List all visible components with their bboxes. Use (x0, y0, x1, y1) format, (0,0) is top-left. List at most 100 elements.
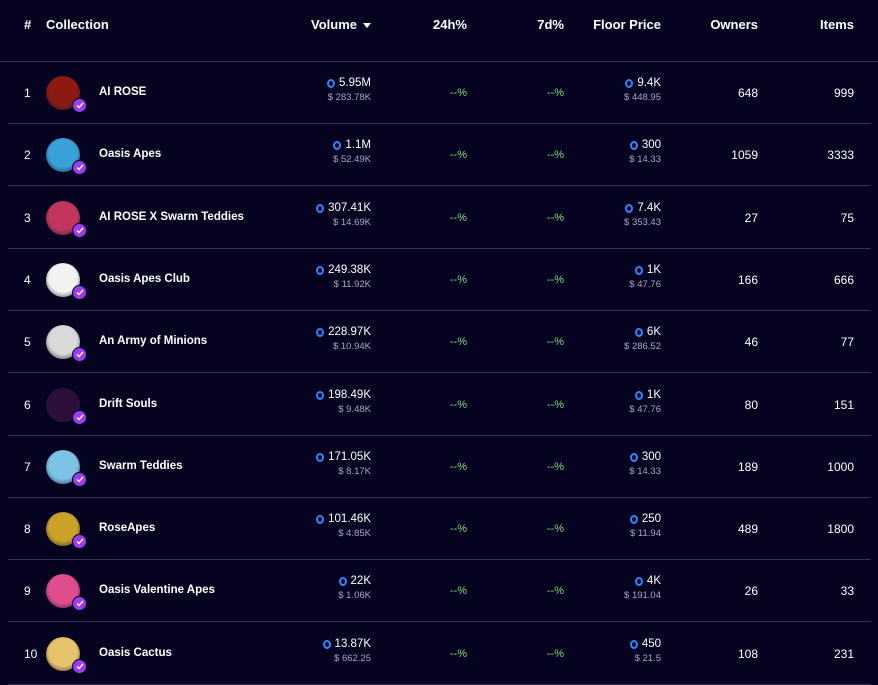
collection-name[interactable]: Oasis Valentine Apes (99, 584, 215, 597)
volume-value: 101.46K (328, 513, 371, 526)
volume-value: 228.97K (328, 326, 371, 339)
collection-name[interactable]: Oasis Apes (99, 148, 162, 161)
table-header: # Collection Volume 24h% 7d% Floor Price… (0, 0, 878, 62)
volume-cell: 307.41K $ 14.69K (316, 202, 371, 228)
owners-count: 26 (744, 584, 758, 599)
floor-price-cell: 1K $ 47.76 (629, 264, 661, 290)
change-7d: --% (546, 585, 564, 598)
rose-coin-icon (322, 639, 331, 649)
floor-usd: $ 286.52 (624, 341, 661, 353)
collection-name[interactable]: Drift Souls (99, 397, 158, 410)
sort-desc-icon (363, 23, 371, 29)
volume-cell: 171.05K $ 8.17K (316, 451, 371, 477)
change-7d: --% (546, 460, 564, 473)
floor-value: 300 (641, 450, 661, 463)
verified-badge-icon (72, 347, 87, 363)
verified-badge-icon (72, 409, 87, 425)
items-count: 999 (833, 86, 854, 100)
collection-name[interactable]: AI ROSE X Swarm Teddies (99, 210, 244, 223)
floor-usd: $ 14.33 (629, 154, 661, 166)
table-row[interactable]: 8 RoseApes 101.46K $ 4.85K --% --% 250 $… (8, 498, 871, 561)
table-row[interactable]: 6 Drift Souls 198.49K $ 9.48K --% --% 1K… (8, 374, 871, 436)
table-row[interactable]: 1 AI ROSE 5.95M $ 283.78K --% --% 9.4K $… (8, 62, 871, 124)
floor-usd: $ 47.76 (629, 403, 661, 415)
floor-price-cell: 300 $ 14.33 (629, 139, 661, 165)
collection-name[interactable]: An Army of Minions (99, 335, 208, 348)
rose-coin-icon (634, 390, 643, 400)
change-7d: --% (546, 336, 564, 349)
header-7d-change[interactable]: 7d% (537, 17, 564, 32)
items-count: 77 (840, 335, 854, 350)
header-24h-change[interactable]: 24h% (433, 17, 467, 32)
floor-value: 1K (646, 388, 661, 401)
change-24h: --% (449, 211, 467, 224)
floor-value: 250 (641, 513, 661, 526)
collection-name[interactable]: Swarm Teddies (99, 459, 183, 472)
row-rank: 9 (24, 584, 31, 599)
owners-count: 166 (737, 272, 758, 287)
volume-value: 249.38K (328, 263, 371, 276)
table-row[interactable]: 5 An Army of Minions 228.97K $ 10.94K --… (8, 311, 871, 374)
owners-count: 27 (744, 210, 758, 225)
row-rank: 2 (24, 148, 31, 163)
change-7d: --% (546, 273, 564, 286)
floor-value: 6K (646, 326, 661, 339)
header-items[interactable]: Items (820, 17, 854, 32)
volume-value: 171.05K (328, 450, 371, 463)
header-collection[interactable]: Collection (46, 17, 109, 32)
rose-coin-icon (634, 577, 643, 587)
floor-price-cell: 300 $ 14.33 (629, 451, 661, 477)
items-count: 75 (840, 210, 854, 225)
collection-name[interactable]: Oasis Cactus (99, 646, 172, 659)
rose-coin-icon (316, 515, 325, 525)
row-rank: 3 (24, 210, 31, 225)
rose-coin-icon (629, 452, 638, 462)
change-7d: --% (546, 87, 564, 99)
floor-value: 7.4K (637, 201, 661, 214)
table-row[interactable]: 9 Oasis Valentine Apes 22K $ 1.06K --% -… (8, 560, 871, 623)
volume-usd: $ 9.48K (338, 403, 371, 415)
volume-usd: $ 11.92K (333, 278, 371, 290)
owners-count: 189 (737, 459, 758, 474)
floor-usd: $ 11.94 (630, 528, 661, 540)
collection-name[interactable]: AI ROSE (99, 86, 147, 98)
owners-count: 80 (744, 397, 758, 412)
table-row[interactable]: 2 Oasis Apes 1.1M $ 52.49K --% --% 300 $… (8, 124, 871, 187)
owners-count: 489 (737, 522, 758, 537)
volume-cell: 249.38K $ 11.92K (316, 264, 371, 290)
change-24h: --% (449, 523, 467, 536)
volume-cell: 198.49K $ 9.48K (316, 389, 371, 415)
table-row[interactable]: 7 Swarm Teddies 171.05K $ 8.17K --% --% … (8, 436, 871, 498)
floor-value: 1K (646, 263, 661, 276)
floor-price-cell: 7.4K $ 353.43 (624, 202, 661, 228)
volume-usd: $ 52.49K (332, 154, 371, 166)
rose-coin-icon (327, 79, 336, 88)
collection-name[interactable]: Oasis Apes Club (99, 272, 190, 285)
table-row[interactable]: 4 Oasis Apes Club 249.38K $ 11.92K --% -… (8, 249, 871, 311)
header-floor-price[interactable]: Floor Price (593, 17, 661, 32)
rose-coin-icon (316, 390, 325, 400)
rose-coin-icon (316, 328, 325, 338)
verified-badge-icon (72, 98, 87, 113)
owners-count: 108 (737, 646, 758, 661)
header-owners[interactable]: Owners (710, 17, 758, 32)
change-24h: --% (449, 87, 467, 99)
table-row[interactable]: 3 AI ROSE X Swarm Teddies 307.41K $ 14.6… (8, 187, 871, 249)
rose-coin-icon (333, 141, 342, 151)
change-24h: --% (449, 460, 467, 473)
volume-cell: 22K $ 1.06K (338, 575, 371, 601)
rose-coin-icon (316, 452, 325, 462)
floor-value: 4K (646, 575, 661, 588)
collection-name[interactable]: RoseApes (99, 522, 156, 535)
floor-value: 450 (641, 637, 661, 650)
table-row[interactable]: 10 Oasis Cactus 13.87K $ 662.25 --% --% … (8, 623, 871, 685)
verified-badge-icon (72, 471, 87, 487)
change-24h: --% (449, 647, 467, 660)
change-24h: --% (449, 398, 467, 411)
items-count: 231 (833, 646, 854, 661)
header-volume[interactable]: Volume (311, 17, 371, 32)
floor-price-cell: 4K $ 191.04 (624, 575, 661, 601)
volume-cell: 5.95M $ 283.78K (327, 77, 371, 103)
verified-badge-icon (72, 596, 87, 612)
